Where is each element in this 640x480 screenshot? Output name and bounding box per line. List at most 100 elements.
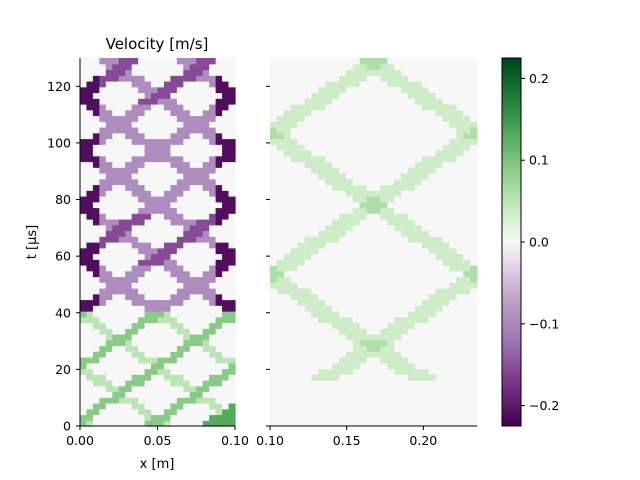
heatmap-cell [449,173,457,180]
heatmap-cell [189,219,197,226]
heatmap-cell [176,207,184,214]
heatmap-cell [144,196,152,203]
heatmap-cell [163,339,172,347]
heatmap-cell [105,58,113,65]
heatmap-cell [209,316,217,324]
heatmap-cell [151,81,159,88]
heatmap-cell [176,230,184,237]
heatmap-cell [352,276,361,283]
heatmap-cell [151,109,159,117]
heatmap-cell [449,408,457,416]
heatmap-cell [449,322,457,329]
heatmap-cell [125,58,133,65]
y-tick-label: 100 [47,135,71,150]
heatmap-cell [394,259,402,266]
heatmap-cell [408,253,416,260]
heatmap-cell [352,75,361,82]
heatmap-cell [318,121,326,128]
heatmap-cell [92,190,100,197]
heatmap-cell [118,242,126,249]
heatmap-cell [222,230,230,237]
heatmap-cell [144,121,152,128]
y-tick-label: 80 [55,192,71,207]
heatmap-cell [394,322,402,329]
heatmap-cell [86,288,94,295]
heatmap-cell [470,351,478,358]
heatmap-cell [408,207,416,214]
heatmap-cell [311,69,319,76]
heatmap-cell [183,178,191,186]
heatmap-cell [470,132,478,140]
heatmap-cell [414,265,423,272]
heatmap-cell [99,58,107,65]
heatmap-cell [170,109,178,117]
heatmap-cell [290,127,299,134]
heatmap-cell [414,230,423,237]
heatmap-cell [112,265,120,272]
heatmap-cell [222,345,230,352]
heatmap-cell [131,150,139,157]
heatmap-cell [442,316,450,324]
heatmap-cell [176,144,184,151]
heatmap-cell [92,414,100,421]
heatmap-cell [290,385,299,393]
heatmap-cell [428,127,437,134]
heatmap-cell [380,230,388,237]
heatmap-cell [196,403,204,410]
heatmap-cell [176,316,184,324]
heatmap-cell [131,253,139,260]
heatmap-cell [304,362,312,370]
heatmap-cell [332,403,340,410]
heatmap-cell [373,293,381,301]
heatmap-cell [318,345,326,352]
heatmap-cell [283,270,292,278]
heatmap-cell [304,288,312,295]
heatmap-cell [99,397,107,404]
heatmap-cell [325,201,333,209]
heatmap-cell [170,293,178,301]
heatmap-cell [202,345,210,352]
heatmap-cell [345,362,354,370]
heatmap-cell [222,115,230,122]
heatmap-cell [401,242,409,249]
heatmap-cell [380,247,388,255]
heatmap-cell [283,184,292,191]
heatmap-cell [228,184,236,191]
heatmap-cell [112,242,120,249]
heatmap-cell [456,242,464,249]
heatmap-cell [442,69,450,76]
heatmap-cell [138,276,146,283]
heatmap-cell [183,293,191,301]
heatmap-cell [345,63,354,71]
heatmap-cell [332,213,340,220]
heatmap-cell [283,339,292,347]
heatmap-cell [99,305,107,312]
heatmap-cell [202,69,210,76]
heatmap-cell [176,236,184,243]
heatmap-cell [283,253,292,260]
heatmap-cell [366,270,375,278]
heatmap-cell [435,207,444,214]
heatmap-cell [138,247,146,255]
heatmap-cell [297,299,306,306]
heatmap-cell [373,224,381,232]
heatmap-cell [339,391,347,398]
heatmap-cell [311,104,319,111]
heatmap-cell [118,219,126,226]
heatmap-cell [131,155,139,163]
heatmap-cell [428,132,437,140]
heatmap-cell [215,155,223,163]
heatmap-cell [228,362,236,370]
heatmap-cell [215,121,223,128]
heatmap-cell [435,276,444,283]
heatmap-cell [442,380,450,387]
heatmap-cell [359,299,368,306]
heatmap-cell [304,230,312,237]
heatmap-cell [163,109,172,117]
heatmap-cell [112,196,120,203]
heatmap-cell [421,190,430,197]
heatmap-cell [80,385,88,393]
heatmap-cell [202,247,210,255]
heatmap-cell [421,420,430,427]
heatmap-cell [380,414,388,421]
